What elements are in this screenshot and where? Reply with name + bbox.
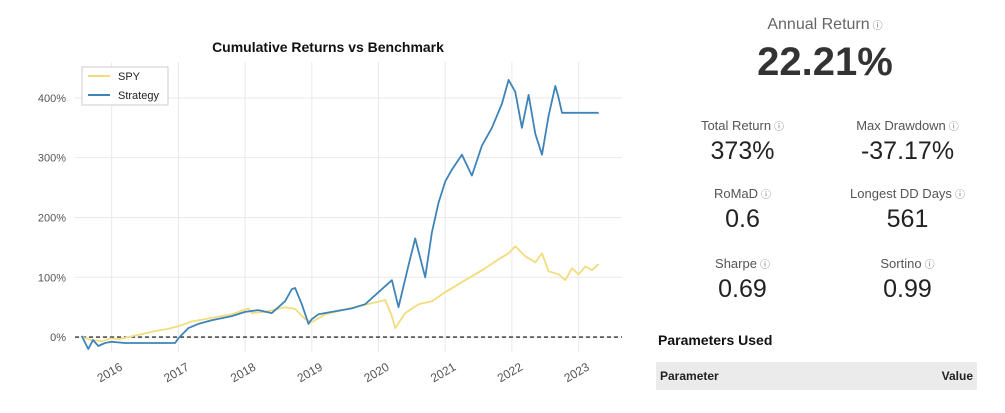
metric-label: Longest DD Days bbox=[850, 186, 952, 201]
info-icon[interactable]: ⓘ bbox=[954, 190, 965, 201]
metric-total-return: Total Return ⓘ 373% bbox=[660, 118, 825, 166]
legend-label-strategy: Strategy bbox=[118, 90, 159, 102]
annual-return-label-row: Annual Return ⓘ bbox=[660, 16, 990, 34]
info-icon[interactable]: ⓘ bbox=[872, 21, 883, 32]
metric-label: RoMaD bbox=[713, 186, 759, 201]
x-tick-label: 2021 bbox=[428, 360, 458, 386]
chart-legend: SPY Strategy bbox=[81, 66, 169, 106]
x-tick-label: 2019 bbox=[295, 360, 325, 386]
x-tick-label: 2022 bbox=[495, 360, 525, 386]
y-tick-label: 0% bbox=[50, 332, 66, 344]
metric-value: 561 bbox=[886, 205, 929, 233]
series-line-spy bbox=[81, 245, 600, 343]
x-tick-label: 2016 bbox=[95, 360, 125, 386]
annual-return-label: Annual Return bbox=[767, 16, 870, 33]
y-tick-label: 300% bbox=[38, 153, 66, 165]
x-tick-label: 2023 bbox=[562, 360, 592, 386]
metric-value: -37.17% bbox=[860, 137, 955, 165]
info-icon[interactable]: ⓘ bbox=[759, 260, 770, 271]
info-icon[interactable]: ⓘ bbox=[948, 122, 959, 133]
metric-label: Total Return bbox=[700, 118, 772, 133]
metric-romad: RoMaD ⓘ 0.6 bbox=[660, 186, 825, 234]
x-tick-label: 2018 bbox=[228, 360, 258, 386]
metric-value: 0.69 bbox=[718, 275, 767, 303]
metric-label: Sortino bbox=[880, 256, 922, 271]
parameters-table-header: Parameter Value bbox=[656, 362, 977, 390]
y-tick-label: 400% bbox=[38, 93, 66, 105]
metric-value: 373% bbox=[710, 137, 775, 165]
chart-canvas: 0% 100% 200% 300% 400% 2016 2017 2018 2019 2020 2… bbox=[38, 39, 622, 386]
metric-label: Max Drawdown bbox=[856, 118, 946, 133]
metric-max-drawdown: Max Drawdown ⓘ -37.17% bbox=[825, 118, 990, 166]
info-icon[interactable]: ⓘ bbox=[924, 260, 935, 271]
series-line-strategy bbox=[80, 79, 599, 350]
x-tick-label: 2017 bbox=[161, 360, 191, 386]
legend-label-spy: SPY bbox=[118, 71, 141, 83]
metric-longest-dd-days: Longest DD Days ⓘ 561 bbox=[825, 186, 990, 234]
column-header-parameter[interactable]: Parameter bbox=[660, 369, 719, 383]
y-tick-label: 100% bbox=[38, 272, 66, 284]
y-tick-label: 200% bbox=[38, 212, 66, 224]
info-icon[interactable]: ⓘ bbox=[774, 122, 785, 133]
x-tick-label: 2020 bbox=[361, 360, 391, 386]
parameters-title: Parameters Used bbox=[658, 332, 773, 348]
metric-sortino: Sortino ⓘ 0.99 bbox=[825, 256, 990, 304]
metric-value: 0.6 bbox=[725, 205, 760, 233]
chart-title: Cumulative Returns vs Benchmark bbox=[212, 39, 444, 55]
metrics-panel: Annual Return ⓘ 22.21% Total Return ⓘ 373%… bbox=[660, 0, 990, 413]
info-icon[interactable]: ⓘ bbox=[761, 190, 772, 201]
metric-value: 0.99 bbox=[883, 275, 932, 303]
returns-chart: 0% 100% 200% 300% 400% 2016 2017 2018 2019 2020 2… bbox=[38, 39, 622, 386]
metric-label: Sharpe bbox=[715, 256, 757, 271]
metric-sharpe: Sharpe ⓘ 0.69 bbox=[660, 256, 825, 304]
annual-return-value: 22.21% bbox=[757, 40, 893, 84]
column-header-value[interactable]: Value bbox=[941, 369, 973, 383]
